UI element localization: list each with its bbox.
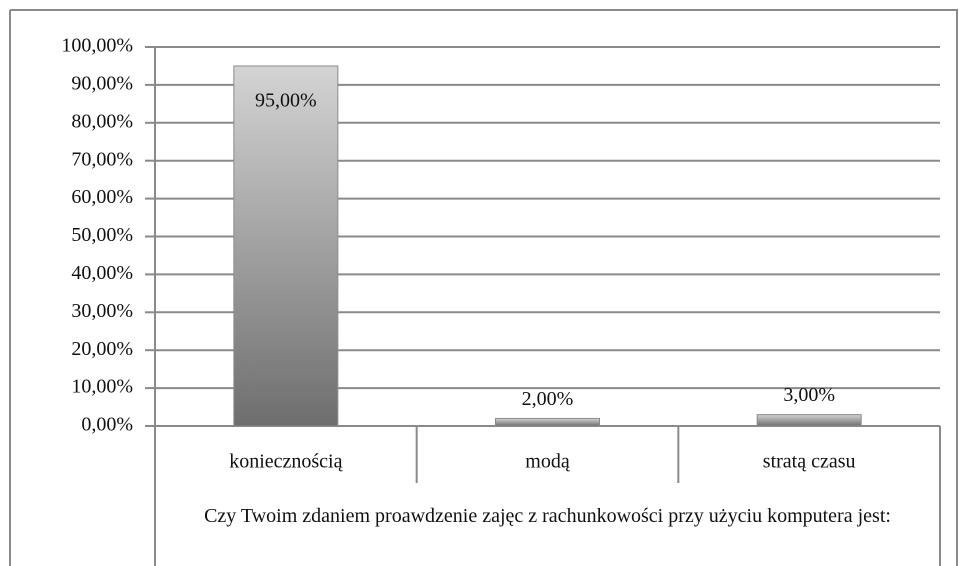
x-tick-label: modą xyxy=(525,451,571,473)
x-tick-label: stratą czasu xyxy=(763,451,856,473)
y-tick-label: 10,00% xyxy=(71,376,133,398)
y-tick-label: 80,00% xyxy=(71,110,133,132)
y-tick-label: 30,00% xyxy=(71,300,133,322)
bar xyxy=(495,417,600,427)
y-tick-label: 50,00% xyxy=(71,224,133,246)
bar xyxy=(233,65,339,427)
x-tick-label: koniecznością xyxy=(229,451,343,473)
y-tick-label: 70,00% xyxy=(71,148,133,170)
y-tick-label: 20,00% xyxy=(71,338,133,360)
y-tick-label: 100,00% xyxy=(61,35,133,57)
data-label: 3,00% xyxy=(783,384,835,406)
x-axis-title: Czy Twoim zdaniem proawdzenie zajęc z ra… xyxy=(204,505,891,527)
y-tick-label: 0,00% xyxy=(81,414,133,436)
data-label: 2,00% xyxy=(522,388,574,410)
y-tick-label: 40,00% xyxy=(71,262,133,284)
bar xyxy=(756,414,862,427)
y-tick-label: 60,00% xyxy=(71,186,133,208)
data-label: 95,00% xyxy=(255,90,317,112)
y-tick-label: 90,00% xyxy=(71,72,133,94)
